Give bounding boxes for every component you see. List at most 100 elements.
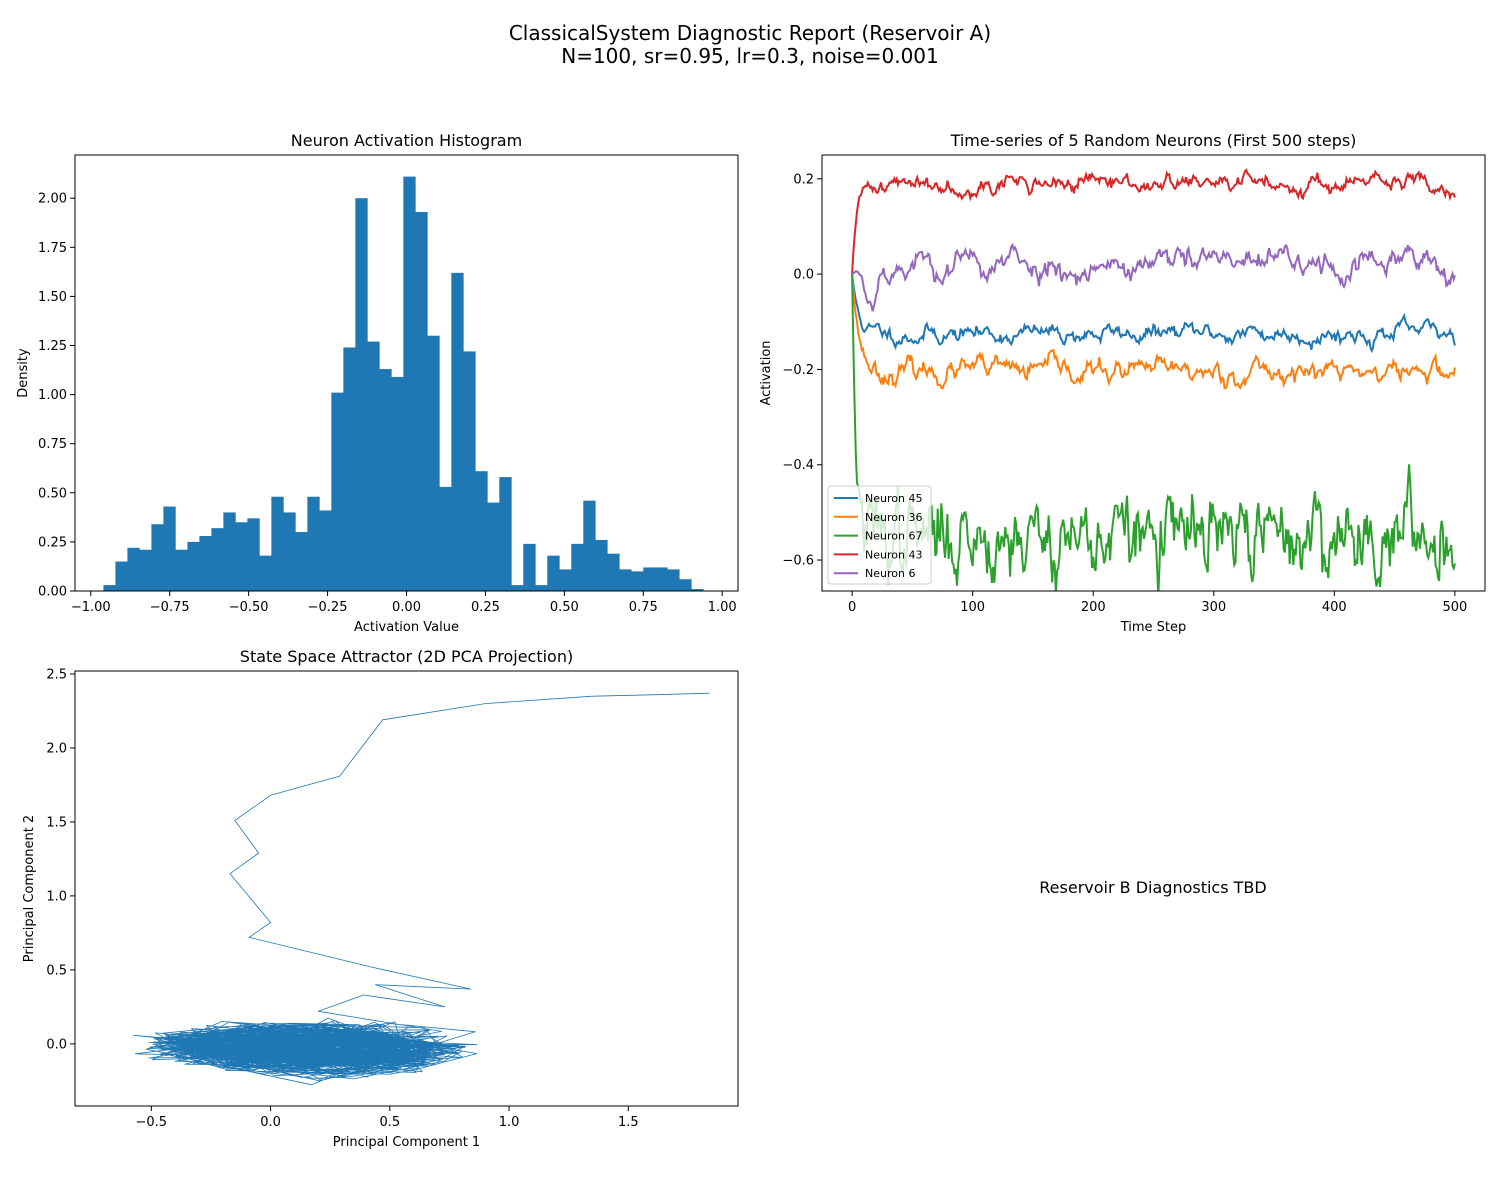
histogram-bar: [535, 585, 548, 591]
histogram-bar: [175, 549, 188, 591]
histogram-bar: [463, 351, 476, 591]
histogram-bar: [439, 486, 452, 591]
histogram-bar: [607, 553, 620, 591]
reservoir-b-placeholder: Reservoir B Diagnostics TBD: [1039, 878, 1266, 897]
histogram-bar: [115, 561, 128, 591]
hist-y-tick-label: 2.00: [38, 192, 67, 207]
series-line-neuron-45: [851, 273, 1456, 354]
histogram-bar: [103, 585, 116, 591]
histogram-bar: [451, 272, 464, 591]
histogram-bar: [559, 569, 572, 591]
series-line-neuron-43: [851, 168, 1456, 275]
hist-y-tick-label: 1.25: [38, 339, 67, 354]
pca-y-axis-label: Principal Component 2: [22, 815, 37, 962]
histogram-bar: [319, 510, 332, 591]
hist-y-tick-label: 0.25: [38, 535, 67, 550]
pca-x-tick-label: 0.0: [260, 1115, 281, 1130]
histogram-bar: [379, 369, 392, 591]
histogram-bar: [655, 567, 668, 591]
histogram-bar: [391, 376, 404, 591]
histogram-bar: [667, 569, 680, 591]
ts-x-tick-label: 0: [848, 600, 856, 615]
hist-x-tick-label: −0.75: [150, 600, 190, 615]
histogram-bar: [151, 524, 164, 591]
pca-x-axis-label: Principal Component 1: [333, 1135, 480, 1150]
legend-label: Neuron 36: [865, 511, 922, 524]
figure-title-line-2: N=100, sr=0.95, lr=0.3, noise=0.001: [561, 44, 939, 68]
legend-label: Neuron 67: [865, 530, 922, 543]
histogram-bar: [187, 541, 200, 591]
histogram-bar: [403, 176, 416, 591]
hist-x-tick-label: −0.25: [308, 600, 348, 615]
ts-y-tick-label: −0.6: [782, 554, 814, 569]
histogram-bar: [595, 539, 608, 591]
histogram-bar: [643, 567, 656, 591]
histogram-bar: [223, 512, 236, 591]
series-line-neuron-6: [851, 242, 1456, 312]
histogram-bar: [415, 211, 428, 591]
pca-title: State Space Attractor (2D PCA Projection…: [240, 647, 573, 666]
ts-y-tick-label: −0.2: [782, 363, 814, 378]
hist-x-tick-label: 0.25: [471, 600, 500, 615]
legend-label: Neuron 45: [865, 492, 922, 505]
hist-y-tick-label: 1.75: [38, 241, 67, 256]
histogram-bar: [247, 518, 260, 591]
pca-y-tick-label: 1.0: [46, 889, 67, 904]
histogram-bar: [691, 589, 704, 591]
histogram-bar: [475, 471, 488, 591]
attractor-line: [133, 692, 710, 1086]
ts-y-tick-label: 0.0: [793, 268, 814, 283]
histogram-bar: [355, 198, 368, 591]
ts-lines: [851, 168, 1456, 591]
ts-legend: Neuron 45 Neuron 36 Neuron 67 Neuron 43 Neur…: [827, 485, 932, 585]
histogram-bar: [127, 547, 140, 591]
pca-y-tick-label: 0.5: [46, 963, 67, 978]
hist-x-tick-label: 0.75: [629, 600, 658, 615]
ts-frame: [821, 154, 1486, 592]
hist-y-tick-label: 1.50: [38, 290, 67, 305]
histogram-bar: [259, 555, 272, 591]
histogram-bar: [583, 500, 596, 591]
ts-title: Time-series of 5 Random Neurons (First 5…: [950, 131, 1357, 150]
histogram-bar: [199, 536, 212, 591]
hist-y-tick-label: 0.50: [38, 486, 67, 501]
histogram-bar: [271, 496, 284, 591]
histogram-bar: [211, 528, 224, 591]
histogram-bar: [547, 555, 560, 591]
histogram-bar: [331, 392, 344, 591]
ts-x-tick-label: 300: [1201, 600, 1226, 615]
histogram-bar: [499, 477, 512, 591]
hist-x-tick-label: −0.50: [229, 600, 269, 615]
pca-trajectory: [133, 692, 710, 1086]
pca-x-tick-label: 1.5: [618, 1115, 639, 1130]
pca-x-tick-label: −0.5: [136, 1115, 168, 1130]
histogram-bar: [367, 341, 380, 591]
pca-x-tick-label: 0.5: [379, 1115, 400, 1130]
hist-y-tick-label: 1.00: [38, 388, 67, 403]
ts-y-tick-label: 0.2: [793, 172, 814, 187]
hist-x-tick-label: 0.50: [550, 600, 579, 615]
histogram-bar: [679, 579, 692, 591]
figure-title-line-1: ClassicalSystem Diagnostic Report (Reser…: [509, 21, 991, 45]
hist-x-tick-label: 1.00: [708, 600, 737, 615]
hist-y-tick-label: 0.75: [38, 437, 67, 452]
ts-x-tick-label: 200: [1081, 600, 1106, 615]
hist-frame: [74, 154, 739, 592]
histogram-bar: [139, 549, 152, 591]
histogram-bar: [511, 585, 524, 591]
series-line-neuron-67: [851, 274, 1456, 591]
hist-x-tick-label: −1.00: [71, 600, 111, 615]
histogram-bar: [571, 543, 584, 591]
histogram-bar: [235, 522, 248, 591]
histogram-bar: [619, 569, 632, 591]
histogram-bar: [487, 502, 500, 591]
hist-title: Neuron Activation Histogram: [291, 131, 522, 150]
ts-y-tick-label: −0.4: [782, 458, 814, 473]
pca-panel: State Space Attractor (2D PCA Projection…: [22, 647, 739, 1150]
ts-y-axis-label: Activation: [759, 340, 774, 405]
histogram-bar: [427, 335, 440, 591]
histogram-panel: Neuron Activation Histogram −1.00 −0.75 −0.…: [16, 131, 739, 635]
legend-label: Neuron 6: [865, 567, 915, 580]
ts-x-axis-label: Time Step: [1120, 620, 1187, 635]
